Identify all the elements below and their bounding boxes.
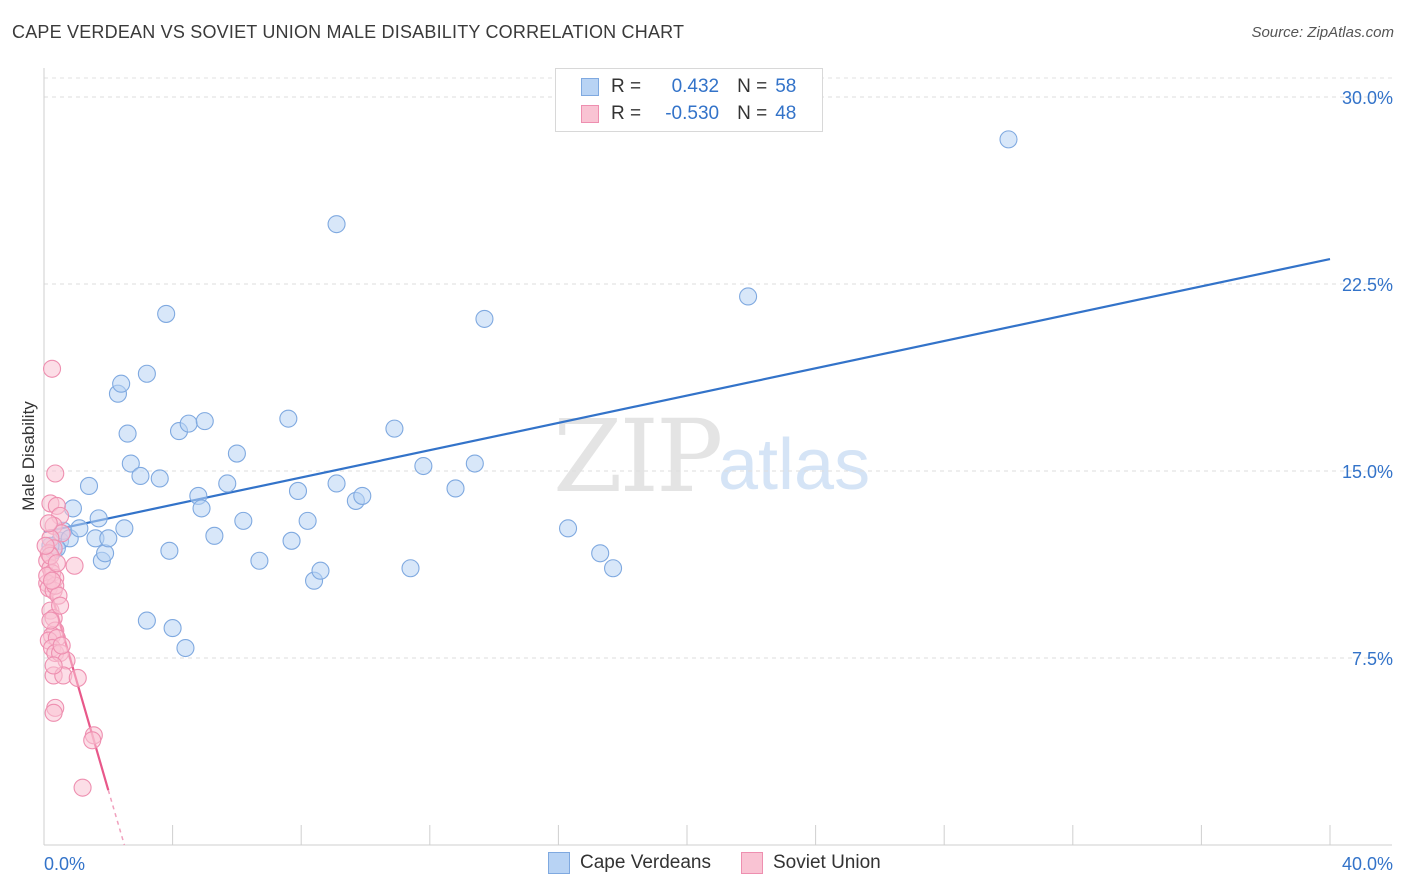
point-cape-verdeans (446, 479, 465, 498)
legend-item-cape-verdeans[interactable]: Cape Verdeans (548, 852, 711, 874)
stats-legend: R = 0.432 N = 58 R = -0.530 N = 48 (555, 68, 823, 132)
point-cape-verdeans (121, 454, 140, 473)
tick-labels: 7.5% 15.0% 22.5% 30.0% 0.0% 40.0% Male Disabil… (19, 88, 1393, 874)
point-cape-verdeans (205, 526, 224, 545)
axes (43, 68, 1392, 846)
legend-r-value: 0.432 (671, 76, 720, 97)
point-cape-verdeans (227, 444, 246, 463)
point-soviet-union (52, 636, 71, 655)
legend-swatch-pink (581, 105, 599, 123)
point-soviet-union (47, 554, 66, 573)
gridlines (44, 77, 1392, 659)
point-cape-verdeans (176, 638, 195, 658)
point-soviet-union (51, 596, 70, 615)
point-cape-verdeans (591, 544, 610, 563)
point-cape-verdeans (160, 541, 179, 560)
point-soviet-union (73, 778, 92, 797)
legend-label: Soviet Union (773, 852, 881, 873)
point-cape-verdeans (279, 409, 298, 428)
point-soviet-union (36, 536, 55, 555)
point-cape-verdeans (327, 215, 346, 234)
point-soviet-union (44, 703, 63, 722)
x-tick-label-max: 40.0% (1342, 854, 1393, 874)
point-soviet-union (42, 571, 62, 590)
point-cape-verdeans (414, 456, 433, 476)
legend-swatch-blue (581, 78, 599, 96)
point-cape-verdeans (115, 519, 134, 538)
legend-item-soviet-union[interactable]: Soviet Union (741, 852, 881, 874)
point-cape-verdeans (401, 559, 420, 578)
legend-n-value: 48 (775, 103, 797, 124)
legend-row-soviet-union: R = -0.530 N = 48 (581, 102, 796, 126)
point-cape-verdeans (288, 481, 308, 500)
point-cape-verdeans (195, 412, 214, 431)
point-soviet-union (65, 556, 84, 575)
point-cape-verdeans (96, 544, 115, 563)
point-cape-verdeans (99, 529, 118, 548)
trend-lines (42, 257, 1331, 846)
point-cape-verdeans (311, 561, 330, 580)
y-tick-label: 7.5% (1352, 649, 1393, 669)
point-cape-verdeans (385, 419, 404, 438)
chart-title: CAPE VERDEAN VS SOVIET UNION MALE DISABI… (12, 22, 685, 42)
trend-line-cape-verdeans (43, 257, 1331, 534)
point-cape-verdeans (739, 287, 758, 306)
point-cape-verdeans (112, 374, 131, 393)
point-cape-verdeans (163, 619, 182, 638)
y-axis-label: Male Disability (19, 401, 38, 511)
point-cape-verdeans (234, 511, 253, 530)
series-legend: Cape Verdeans Soviet Union (548, 852, 911, 874)
point-cape-verdeans (89, 509, 108, 528)
watermark-atlas: atlas (718, 425, 871, 505)
point-cape-verdeans (604, 559, 623, 578)
point-cape-verdeans (353, 486, 372, 505)
legend-n-label: N = (737, 103, 768, 124)
point-cape-verdeans (192, 499, 211, 518)
source-label: Source: ZipAtlas.com (1251, 24, 1394, 41)
point-soviet-union (39, 514, 58, 533)
y-tick-label: 15.0% (1342, 462, 1393, 482)
data-points (36, 130, 1018, 797)
trend-line-soviet-union-extension (107, 789, 126, 846)
point-cape-verdeans (558, 519, 578, 538)
point-cape-verdeans (282, 531, 301, 550)
point-soviet-union (42, 359, 62, 378)
legend-label: Cape Verdeans (580, 852, 711, 873)
point-cape-verdeans (118, 424, 137, 443)
point-cape-verdeans (250, 551, 269, 570)
point-soviet-union (83, 731, 102, 750)
legend-n-value: 58 (775, 76, 797, 97)
legend-r-value: -0.530 (665, 103, 720, 124)
x-tick-label-min: 0.0% (44, 854, 85, 874)
point-cape-verdeans (298, 511, 317, 530)
point-cape-verdeans (157, 304, 176, 323)
point-cape-verdeans (999, 130, 1018, 149)
point-cape-verdeans (327, 474, 346, 493)
legend-n-label: N = (737, 76, 768, 97)
y-tick-label: 22.5% (1342, 275, 1393, 295)
legend-row-cape-verdeans: R = 0.432 N = 58 (581, 75, 796, 99)
point-cape-verdeans (131, 466, 150, 486)
point-cape-verdeans (137, 364, 156, 383)
point-cape-verdeans (218, 474, 237, 493)
legend-swatch-pink (741, 852, 763, 874)
point-cape-verdeans (465, 454, 484, 473)
point-cape-verdeans (150, 469, 169, 488)
point-cape-verdeans (137, 611, 156, 630)
point-soviet-union (41, 611, 60, 630)
point-soviet-union (68, 668, 87, 687)
point-soviet-union (46, 464, 65, 483)
point-cape-verdeans (79, 476, 99, 496)
legend-swatch-blue (548, 852, 570, 874)
point-soviet-union (44, 656, 63, 675)
point-cape-verdeans (70, 519, 89, 538)
y-tick-label: 30.0% (1342, 88, 1393, 108)
point-cape-verdeans (179, 414, 198, 433)
point-cape-verdeans (475, 309, 494, 328)
legend-r-label: R = (611, 103, 642, 124)
legend-r-label: R = (611, 76, 642, 97)
